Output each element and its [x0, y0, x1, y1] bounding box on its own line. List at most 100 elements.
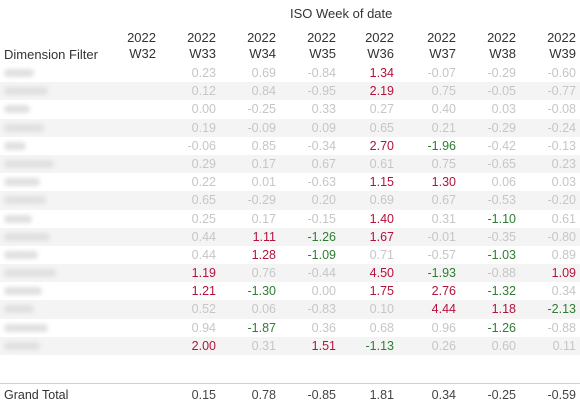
value-cell[interactable]: 1.67: [369, 229, 394, 244]
value-cell[interactable]: 0.31: [251, 338, 276, 353]
value-cell[interactable]: 0.65: [369, 120, 394, 135]
value-cell[interactable]: 0.67: [431, 193, 456, 208]
table-row[interactable]: 0.29 0.17 0.67 0.61 0.75 -0.65 0.23: [0, 154, 580, 174]
value-cell[interactable]: 0.03: [491, 102, 516, 117]
value-cell[interactable]: 1.40: [369, 211, 394, 226]
value-cell[interactable]: -0.88: [547, 320, 577, 335]
value-cell[interactable]: -0.15: [307, 211, 337, 226]
value-cell[interactable]: 0.34: [551, 284, 576, 299]
value-cell[interactable]: 0.69: [369, 193, 394, 208]
value-cell[interactable]: -1.93: [427, 266, 457, 281]
table-row[interactable]: 1.21 -1.30 0.00 1.75 2.76 -1.32 0.34: [0, 282, 580, 300]
value-cell[interactable]: 0.33: [311, 102, 336, 117]
value-cell[interactable]: -0.09: [247, 120, 277, 135]
grand-total-cell[interactable]: -0.25: [487, 388, 517, 402]
value-cell[interactable]: 1.15: [369, 175, 394, 190]
value-cell[interactable]: -0.77: [547, 84, 577, 99]
table-row[interactable]: 0.65 -0.29 0.20 0.69 0.67 -0.53 -0.20: [0, 191, 580, 210]
value-cell[interactable]: -1.09: [307, 247, 337, 262]
value-cell[interactable]: 0.01: [251, 175, 276, 190]
value-cell[interactable]: -0.35: [487, 229, 517, 244]
value-cell[interactable]: 4.50: [369, 266, 394, 281]
value-cell[interactable]: 0.85: [251, 138, 276, 153]
value-cell[interactable]: -0.65: [487, 156, 517, 171]
table-row[interactable]: 0.25 0.17 -0.15 1.40 0.31 -1.10 0.61: [0, 210, 580, 228]
value-cell[interactable]: -1.26: [487, 320, 517, 335]
value-cell[interactable]: 0.23: [191, 66, 216, 80]
value-cell[interactable]: -0.84: [307, 66, 337, 80]
column-header-week[interactable]: 2022 W37: [408, 30, 456, 62]
value-cell[interactable]: 0.44: [191, 229, 216, 244]
value-cell[interactable]: -1.13: [365, 338, 395, 353]
grand-total-cell[interactable]: 0.78: [251, 388, 276, 402]
value-cell[interactable]: -0.25: [247, 102, 277, 117]
value-cell[interactable]: 0.75: [431, 156, 456, 171]
value-cell[interactable]: 0.06: [251, 302, 276, 317]
value-cell[interactable]: 0.84: [251, 84, 276, 99]
value-cell[interactable]: -1.30: [247, 284, 277, 299]
grand-total-cell[interactable]: 1.81: [369, 388, 394, 402]
value-cell[interactable]: 4.44: [431, 302, 456, 317]
value-cell[interactable]: 0.17: [251, 211, 276, 226]
value-cell[interactable]: 0.36: [311, 320, 336, 335]
value-cell[interactable]: 1.28: [251, 247, 276, 262]
table-row[interactable]: 0.12 0.84 -0.95 2.19 0.75 -0.05 -0.77: [0, 82, 580, 101]
value-cell[interactable]: 0.31: [431, 211, 456, 226]
value-cell[interactable]: -0.08: [547, 102, 577, 117]
value-cell[interactable]: -0.29: [247, 193, 277, 208]
table-row[interactable]: -0.06 0.85 -0.34 2.70 -1.96 -0.42 -0.13: [0, 137, 580, 155]
value-cell[interactable]: 2.76: [431, 284, 456, 299]
value-cell[interactable]: 0.00: [191, 102, 216, 117]
grand-total-cell[interactable]: -0.59: [547, 388, 577, 402]
value-cell[interactable]: 0.21: [431, 120, 456, 135]
column-header-week[interactable]: 2022 W34: [228, 30, 276, 62]
value-cell[interactable]: 1.11: [252, 229, 276, 244]
value-cell[interactable]: 0.27: [369, 102, 394, 117]
value-cell[interactable]: 0.65: [191, 193, 216, 208]
value-cell[interactable]: 0.20: [311, 193, 336, 208]
value-cell[interactable]: 0.71: [369, 247, 394, 262]
table-row[interactable]: 0.44 1.28 -1.09 0.71 -0.57 -1.03 0.89: [0, 246, 580, 264]
value-cell[interactable]: 0.00: [311, 284, 336, 299]
value-cell[interactable]: 0.75: [431, 84, 456, 99]
table-row[interactable]: 1.19 0.76 -0.44 4.50 -1.93 -0.88 1.09: [0, 264, 580, 283]
value-cell[interactable]: -1.10: [487, 211, 517, 226]
value-cell[interactable]: -1.03: [487, 247, 517, 262]
table-row[interactable]: 0.22 0.01 -0.63 1.15 1.30 0.06 0.03: [0, 173, 580, 191]
value-cell[interactable]: 0.23: [551, 156, 576, 171]
value-cell[interactable]: -0.88: [487, 266, 517, 281]
value-cell[interactable]: -0.44: [307, 266, 337, 281]
value-cell[interactable]: 1.18: [491, 302, 516, 317]
value-cell[interactable]: 0.03: [551, 175, 576, 190]
value-cell[interactable]: 0.11: [552, 338, 576, 353]
value-cell[interactable]: -0.42: [487, 138, 517, 153]
value-cell[interactable]: 0.68: [369, 320, 394, 335]
column-header-week[interactable]: 2022 W36: [346, 30, 394, 62]
value-cell[interactable]: -1.32: [487, 284, 517, 299]
value-cell[interactable]: 0.52: [191, 302, 216, 317]
value-cell[interactable]: -1.96: [427, 138, 457, 153]
column-header-week[interactable]: 2022 W38: [468, 30, 516, 62]
column-header-week[interactable]: 2022 W33: [168, 30, 216, 62]
value-cell[interactable]: 0.96: [431, 320, 456, 335]
value-cell[interactable]: -0.07: [427, 66, 457, 80]
value-cell[interactable]: 0.29: [191, 156, 216, 171]
column-header-week[interactable]: 2022 W32: [108, 30, 156, 62]
value-cell[interactable]: -0.06: [187, 138, 217, 153]
value-cell[interactable]: -0.13: [547, 138, 577, 153]
column-header-week[interactable]: 2022 W35: [288, 30, 336, 62]
value-cell[interactable]: -0.63: [307, 175, 337, 190]
value-cell[interactable]: 0.61: [551, 211, 576, 226]
value-cell[interactable]: 2.70: [369, 138, 394, 153]
value-cell[interactable]: 1.09: [551, 266, 576, 281]
table-row[interactable]: 0.23 0.69 -0.84 1.34 -0.07 -0.29 -0.60: [0, 64, 580, 82]
table-row[interactable]: 0.00 -0.25 0.33 0.27 0.40 0.03 -0.08: [0, 100, 580, 118]
value-cell[interactable]: -0.83: [307, 302, 337, 317]
value-cell[interactable]: 1.19: [191, 266, 216, 281]
value-cell[interactable]: -0.57: [427, 247, 457, 262]
value-cell[interactable]: 0.17: [251, 156, 276, 171]
table-row[interactable]: 0.94 -1.87 0.36 0.68 0.96 -1.26 -0.88: [0, 319, 580, 337]
value-cell[interactable]: 0.25: [191, 211, 216, 226]
value-cell[interactable]: -1.87: [247, 320, 277, 335]
value-cell[interactable]: 0.10: [369, 302, 394, 317]
